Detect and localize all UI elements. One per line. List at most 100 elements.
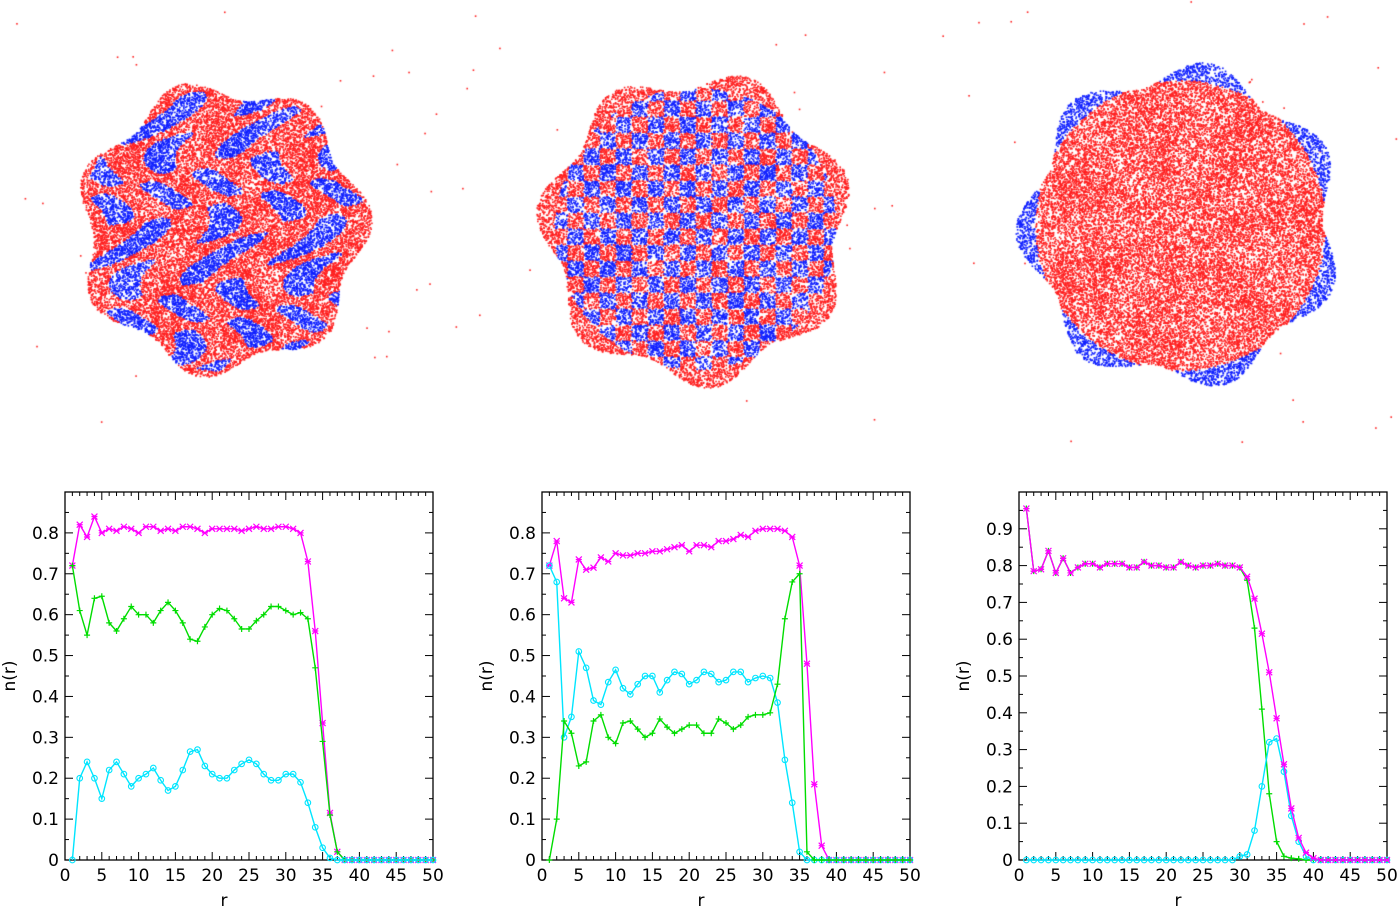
- data-point: [612, 549, 620, 557]
- series-green: [1023, 505, 1390, 863]
- data-point: [1059, 554, 1067, 562]
- data-point: [597, 711, 604, 718]
- data-point: [150, 619, 157, 626]
- data-point: [1354, 856, 1361, 864]
- x-tick-label: 50: [422, 866, 444, 886]
- data-point: [568, 713, 575, 721]
- series-line: [548, 528, 910, 861]
- y-tick-label: 0.4: [509, 687, 536, 707]
- data-point: [149, 764, 157, 772]
- data-point: [590, 697, 597, 704]
- data-point: [275, 776, 282, 784]
- series-green: [546, 570, 913, 863]
- data-point: [553, 578, 561, 586]
- y-tick-label: 0: [48, 851, 59, 871]
- data-point: [297, 529, 304, 537]
- data-point: [1170, 564, 1177, 571]
- series-cyan: [69, 746, 437, 864]
- data-point: [715, 715, 722, 722]
- data-point: [678, 670, 686, 678]
- data-point: [216, 525, 223, 533]
- data-point: [671, 730, 678, 737]
- data-point: [774, 681, 781, 688]
- data-point: [774, 699, 781, 706]
- data-point: [311, 823, 319, 831]
- x-tick-label: 50: [1376, 866, 1398, 886]
- data-point: [164, 525, 172, 533]
- data-point: [752, 674, 759, 682]
- data-point: [113, 527, 120, 535]
- data-point: [656, 547, 664, 555]
- data-point: [98, 593, 105, 600]
- data-point: [781, 756, 789, 764]
- data-point: [378, 856, 385, 864]
- data-point: [1236, 852, 1244, 860]
- data-point: [1155, 562, 1163, 570]
- data-point: [297, 609, 304, 616]
- data-point: [656, 715, 663, 722]
- data-point: [1368, 856, 1376, 864]
- data-point: [715, 537, 723, 545]
- data-point: [407, 856, 415, 864]
- data-point: [1184, 562, 1192, 570]
- data-point: [1251, 827, 1258, 834]
- x-tick-label: 35: [312, 866, 334, 886]
- data-point: [582, 664, 590, 672]
- data-point: [201, 762, 209, 770]
- data-point: [113, 758, 120, 766]
- data-point: [1214, 560, 1222, 568]
- data-point: [1303, 857, 1310, 863]
- data-point: [127, 783, 135, 790]
- data-point: [135, 774, 142, 782]
- data-point: [194, 638, 201, 645]
- y-tick-label: 0.2: [986, 777, 1013, 797]
- data-point: [91, 513, 98, 520]
- data-point: [722, 676, 730, 684]
- data-point: [664, 724, 671, 731]
- y-tick-label: 0.5: [986, 667, 1013, 687]
- data-point: [304, 615, 311, 622]
- data-point: [686, 722, 693, 729]
- data-point: [1045, 856, 1052, 864]
- data-point: [1074, 856, 1082, 864]
- data-point: [1339, 856, 1347, 864]
- y-tick-label: 0.1: [986, 814, 1013, 834]
- data-point: [1346, 856, 1354, 864]
- data-point: [700, 730, 707, 737]
- x-tick-label: 35: [789, 866, 811, 886]
- data-point: [546, 562, 553, 569]
- series-line: [71, 565, 433, 861]
- data-point: [245, 525, 253, 533]
- data-point: [729, 535, 737, 543]
- data-point: [297, 778, 304, 786]
- data-point: [216, 774, 223, 782]
- data-point: [870, 857, 877, 863]
- x-tick-label: 15: [165, 866, 187, 886]
- y-tick-label: 0.2: [509, 769, 536, 789]
- data-point: [1258, 706, 1265, 713]
- data-point: [260, 770, 268, 778]
- data-point: [289, 525, 297, 533]
- data-point: [370, 856, 378, 864]
- data-point: [120, 770, 128, 778]
- x-axis-label: r: [698, 891, 705, 908]
- plot-frame: [541, 491, 911, 861]
- data-point: [1103, 560, 1111, 568]
- data-point: [230, 525, 238, 533]
- series-line: [1025, 508, 1387, 861]
- x-tick-label: 10: [605, 866, 627, 886]
- y-tick-label: 0.6: [986, 630, 1013, 650]
- data-point: [142, 770, 150, 778]
- data-point: [400, 856, 407, 864]
- y-axis-label: n(r): [477, 660, 497, 691]
- x-tick-label: 10: [128, 866, 150, 886]
- data-point: [216, 605, 223, 612]
- data-point: [722, 537, 730, 545]
- data-point: [619, 551, 627, 559]
- x-tick-label: 40: [826, 866, 848, 886]
- data-point: [619, 720, 626, 727]
- data-point: [597, 701, 605, 708]
- data-point: [685, 680, 693, 688]
- data-point: [744, 678, 752, 686]
- data-point: [796, 570, 803, 577]
